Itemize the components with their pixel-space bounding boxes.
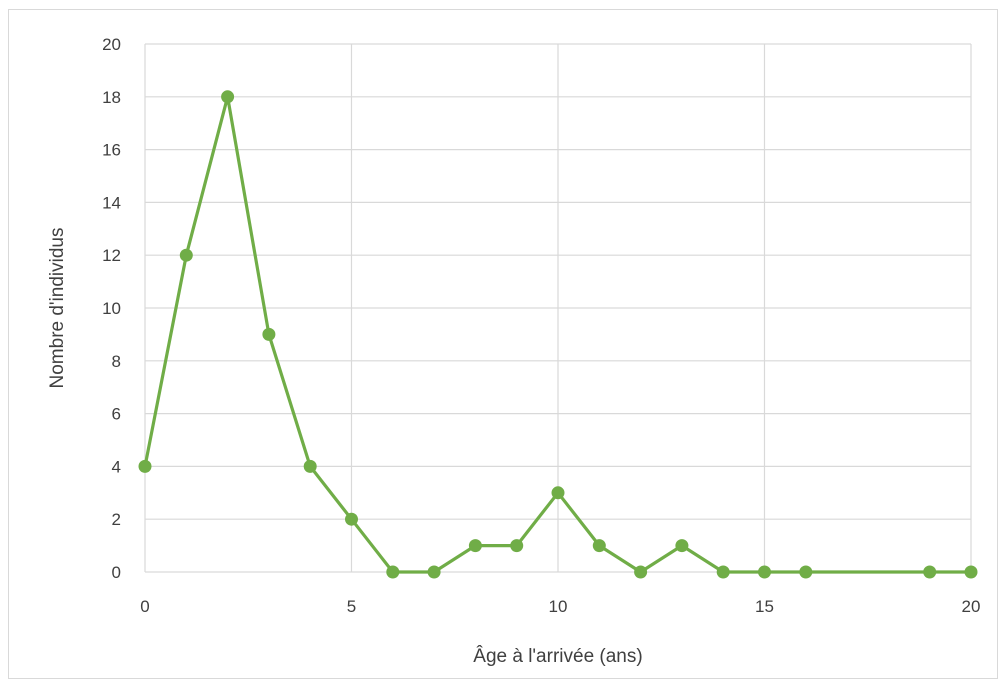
data-point — [179, 248, 193, 262]
data-point — [262, 327, 276, 341]
y-axis-title: Nombre d'individus — [47, 228, 68, 389]
data-point — [964, 565, 978, 579]
data-point — [799, 565, 813, 579]
data-point — [592, 539, 606, 553]
data-point — [303, 459, 317, 473]
y-tick-label: 0 — [112, 563, 121, 582]
tick-labels: 0 2 4 6 8 10 12 14 16 18 20 0 5 10 15 20 — [102, 35, 980, 616]
x-tick-label: 0 — [140, 597, 149, 616]
data-point — [468, 539, 482, 553]
y-tick-label: 6 — [112, 405, 121, 424]
y-tick-label: 12 — [102, 246, 121, 265]
data-point — [675, 539, 689, 553]
x-axis-title: Âge à l'arrivée (ans) — [473, 645, 642, 667]
data-point — [716, 565, 730, 579]
chart-frame — [8, 9, 998, 679]
data-point — [221, 90, 235, 104]
data-point — [510, 539, 524, 553]
x-tick-label: 5 — [347, 597, 356, 616]
y-tick-label: 4 — [112, 457, 121, 476]
x-tick-label: 10 — [549, 597, 568, 616]
data-point — [345, 512, 358, 526]
y-tick-label: 18 — [102, 88, 121, 107]
y-tick-label: 2 — [112, 510, 121, 529]
data-point — [758, 565, 771, 579]
y-tick-label: 20 — [102, 35, 121, 54]
data-point — [551, 486, 565, 500]
x-tick-label: 20 — [962, 597, 981, 616]
data-point — [634, 565, 648, 579]
data-point — [386, 565, 400, 579]
data-point — [923, 565, 937, 579]
y-tick-label: 14 — [102, 193, 121, 212]
y-tick-label: 10 — [102, 299, 121, 318]
x-tick-label: 15 — [755, 597, 774, 616]
data-point — [427, 565, 441, 579]
data-point — [138, 459, 152, 473]
data-series — [138, 90, 978, 579]
y-tick-label: 8 — [112, 352, 121, 371]
y-tick-label: 16 — [102, 141, 121, 160]
